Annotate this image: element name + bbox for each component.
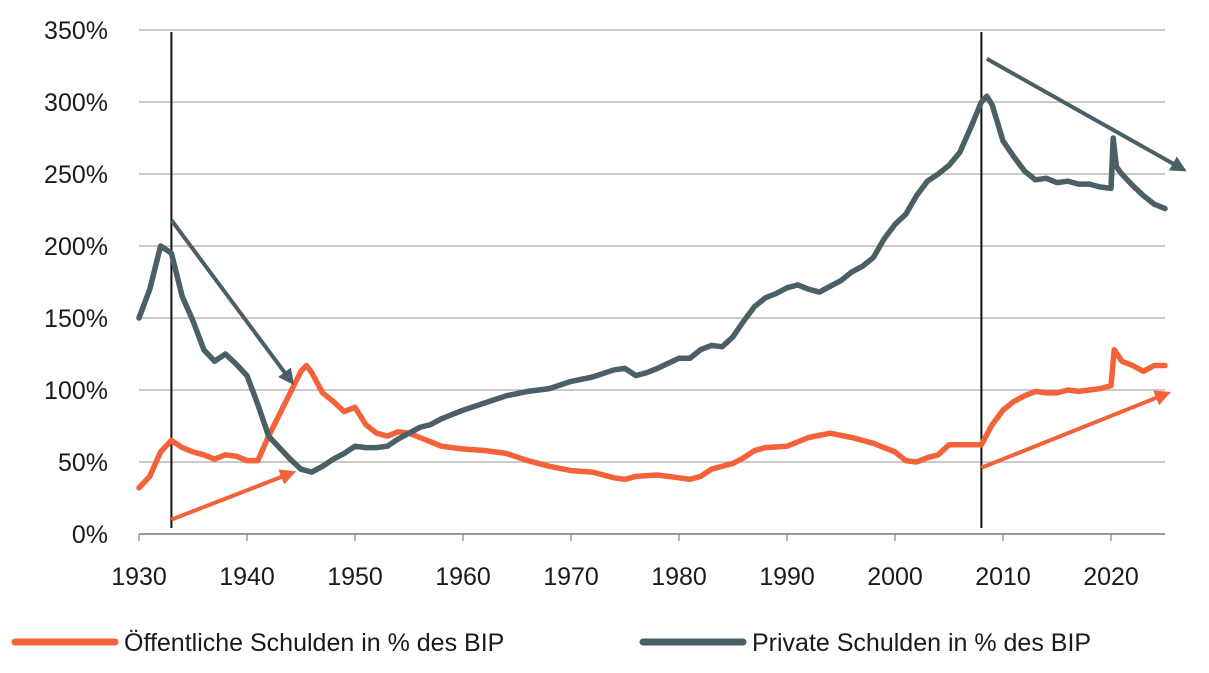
y-tick-label: 250% (44, 161, 108, 189)
x-tick-label: 1980 (651, 563, 707, 591)
x-tick-label: 2000 (867, 563, 923, 591)
x-tick-label: 1990 (759, 563, 815, 591)
trend-arrow-down (985, 57, 1187, 172)
legend-label-private-debt: Private Schulden in % des BIP (752, 629, 1091, 657)
y-axis: 0% 50% 100% 150% 200% 250% 300% 350% (44, 17, 108, 549)
y-tick-label: 350% (44, 17, 108, 45)
private-debt-line (136, 93, 1168, 475)
y-tick-label: 0% (72, 521, 108, 549)
x-tick-label: 1950 (327, 563, 383, 591)
trend-arrow-up (170, 469, 297, 522)
gridlines (139, 29, 1165, 463)
series-lines (136, 93, 1168, 491)
trend-arrow-up (980, 390, 1171, 470)
y-tick-label: 300% (44, 89, 108, 117)
trend-arrow-down (169, 218, 295, 386)
y-tick-label: 150% (44, 305, 108, 333)
x-tick-label: 2010 (975, 563, 1031, 591)
public-debt-line (136, 346, 1168, 491)
trend-arrows (169, 57, 1187, 522)
legend-label-public-debt: Öffentliche Schulden in % des BIP (124, 629, 504, 657)
vertical-markers (170, 32, 983, 528)
y-tick-label: 100% (44, 377, 108, 405)
x-tick-label: 1960 (435, 563, 491, 591)
x-tick-label: 1930 (111, 563, 167, 591)
legend: Öffentliche Schulden in % des BIP Privat… (11, 629, 1091, 657)
x-axis: 1930 1940 1950 1960 1970 1980 1990 2000 2010 2020 (111, 533, 1165, 591)
y-tick-label: 50% (58, 449, 108, 477)
x-tick-label: 1970 (543, 563, 599, 591)
x-tick-label: 1940 (219, 563, 275, 591)
x-tick-label: 2020 (1083, 563, 1139, 591)
y-tick-label: 200% (44, 233, 108, 261)
